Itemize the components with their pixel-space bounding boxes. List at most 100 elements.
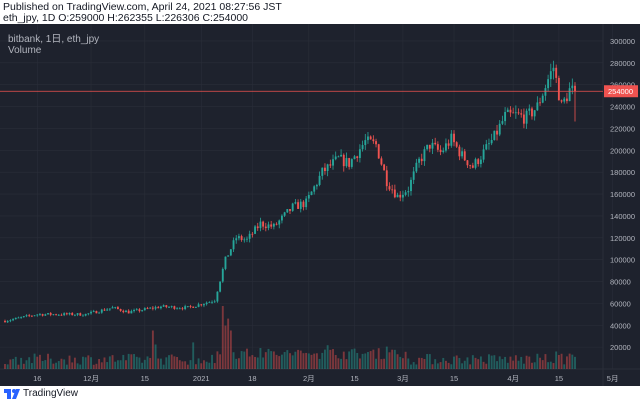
- candle: [469, 164, 472, 170]
- volume-bar: [200, 363, 203, 369]
- candle: [415, 158, 418, 174]
- volume-bar: [431, 364, 434, 369]
- volume-bar: [173, 356, 176, 369]
- volume-bar: [114, 361, 117, 369]
- candle: [528, 104, 531, 116]
- volume-bar: [531, 362, 533, 369]
- volume-bar: [194, 364, 197, 369]
- volume-bar: [219, 354, 222, 369]
- candle: [307, 191, 310, 203]
- candle: [326, 163, 329, 177]
- candle: [380, 156, 383, 166]
- candle: [224, 256, 227, 271]
- candle: [369, 135, 372, 140]
- volume-bar: [549, 361, 552, 369]
- volume-bar: [474, 357, 477, 369]
- candle: [20, 316, 23, 319]
- volume-bar: [399, 356, 402, 369]
- candle: [324, 163, 326, 175]
- y-tick-label: 80000: [610, 278, 631, 287]
- volume-bar: [329, 349, 332, 369]
- candle: [106, 307, 109, 311]
- volume-bar: [458, 357, 461, 369]
- candle: [458, 144, 461, 161]
- volume-bar: [501, 359, 504, 369]
- candle: [533, 109, 536, 121]
- tradingview-icon: [4, 388, 20, 399]
- candle: [216, 291, 219, 303]
- y-tick-label: 200000: [610, 146, 635, 155]
- candle: [555, 64, 558, 83]
- x-tick-label: 15: [350, 374, 358, 383]
- candle: [189, 304, 192, 309]
- volume-bar: [122, 354, 125, 369]
- volume-bar: [237, 358, 240, 369]
- candle: [251, 231, 254, 238]
- volume-bar: [455, 355, 458, 369]
- candle: [47, 312, 49, 315]
- candle: [388, 182, 391, 192]
- volume-bar: [393, 349, 396, 369]
- volume-bar: [39, 354, 41, 369]
- x-tick-label: 12月: [83, 374, 99, 383]
- volume-bar: [47, 353, 49, 369]
- candle: [488, 138, 490, 150]
- y-tick-label: 180000: [610, 168, 635, 177]
- volume-bar: [565, 356, 568, 369]
- volume-bar: [348, 351, 351, 369]
- volume-bar: [412, 362, 415, 369]
- volume-bar: [267, 348, 270, 369]
- volume-bar: [135, 356, 138, 369]
- volume-bar: [313, 353, 316, 369]
- volume-bar: [485, 363, 488, 369]
- volume-bar: [517, 360, 520, 369]
- candle: [337, 155, 340, 158]
- volume-bar: [221, 306, 224, 369]
- candle: [539, 97, 541, 106]
- candle: [375, 138, 377, 148]
- candle: [162, 304, 165, 308]
- volume-bar: [168, 355, 170, 369]
- candle: [270, 220, 273, 229]
- candle: [393, 184, 396, 199]
- volume-bar: [410, 364, 412, 369]
- candle: [6, 320, 9, 323]
- candle: [412, 167, 415, 184]
- candle: [498, 120, 501, 137]
- candle: [574, 82, 576, 122]
- candle: [436, 141, 439, 153]
- volume-bar: [461, 363, 464, 369]
- volume-bar: [401, 358, 404, 369]
- volume-bar: [299, 350, 302, 369]
- volume-bar: [445, 360, 447, 369]
- volume-bar: [108, 356, 111, 369]
- candle: [200, 303, 203, 307]
- volume-bar: [133, 354, 135, 369]
- candle: [9, 319, 12, 323]
- volume-bar: [127, 353, 130, 369]
- volume-bar: [547, 362, 550, 369]
- symbol-ohlc-line: eth_jpy, 1D O:259000 H:262355 L:226306 C…: [3, 12, 248, 24]
- tradingview-logo[interactable]: TradingView: [4, 388, 78, 399]
- price-chart[interactable]: 20000 40000 60000 80000 100000 120000 140000 16…: [0, 24, 640, 386]
- candle: [127, 309, 130, 314]
- volume-bar: [49, 358, 52, 369]
- volume-bar: [41, 360, 44, 369]
- candle: [197, 302, 200, 308]
- volume-bar: [469, 364, 472, 369]
- volume-bar: [297, 349, 300, 369]
- volume-bar: [493, 355, 496, 369]
- volume-bar: [278, 356, 281, 369]
- candle: [557, 75, 560, 101]
- volume-bar: [68, 355, 71, 369]
- volume-bar: [321, 352, 324, 369]
- x-tick-label: 15: [141, 374, 149, 383]
- candle: [119, 308, 122, 312]
- volume-bar: [423, 359, 426, 369]
- volume-bar: [496, 361, 498, 369]
- x-tick-label: 2021: [193, 374, 210, 383]
- volume-bar: [520, 356, 523, 369]
- chart-panel[interactable]: 20000 40000 60000 80000 100000 120000 140000 16…: [0, 24, 640, 386]
- volume-bar: [73, 357, 76, 369]
- volume-bar: [216, 351, 219, 369]
